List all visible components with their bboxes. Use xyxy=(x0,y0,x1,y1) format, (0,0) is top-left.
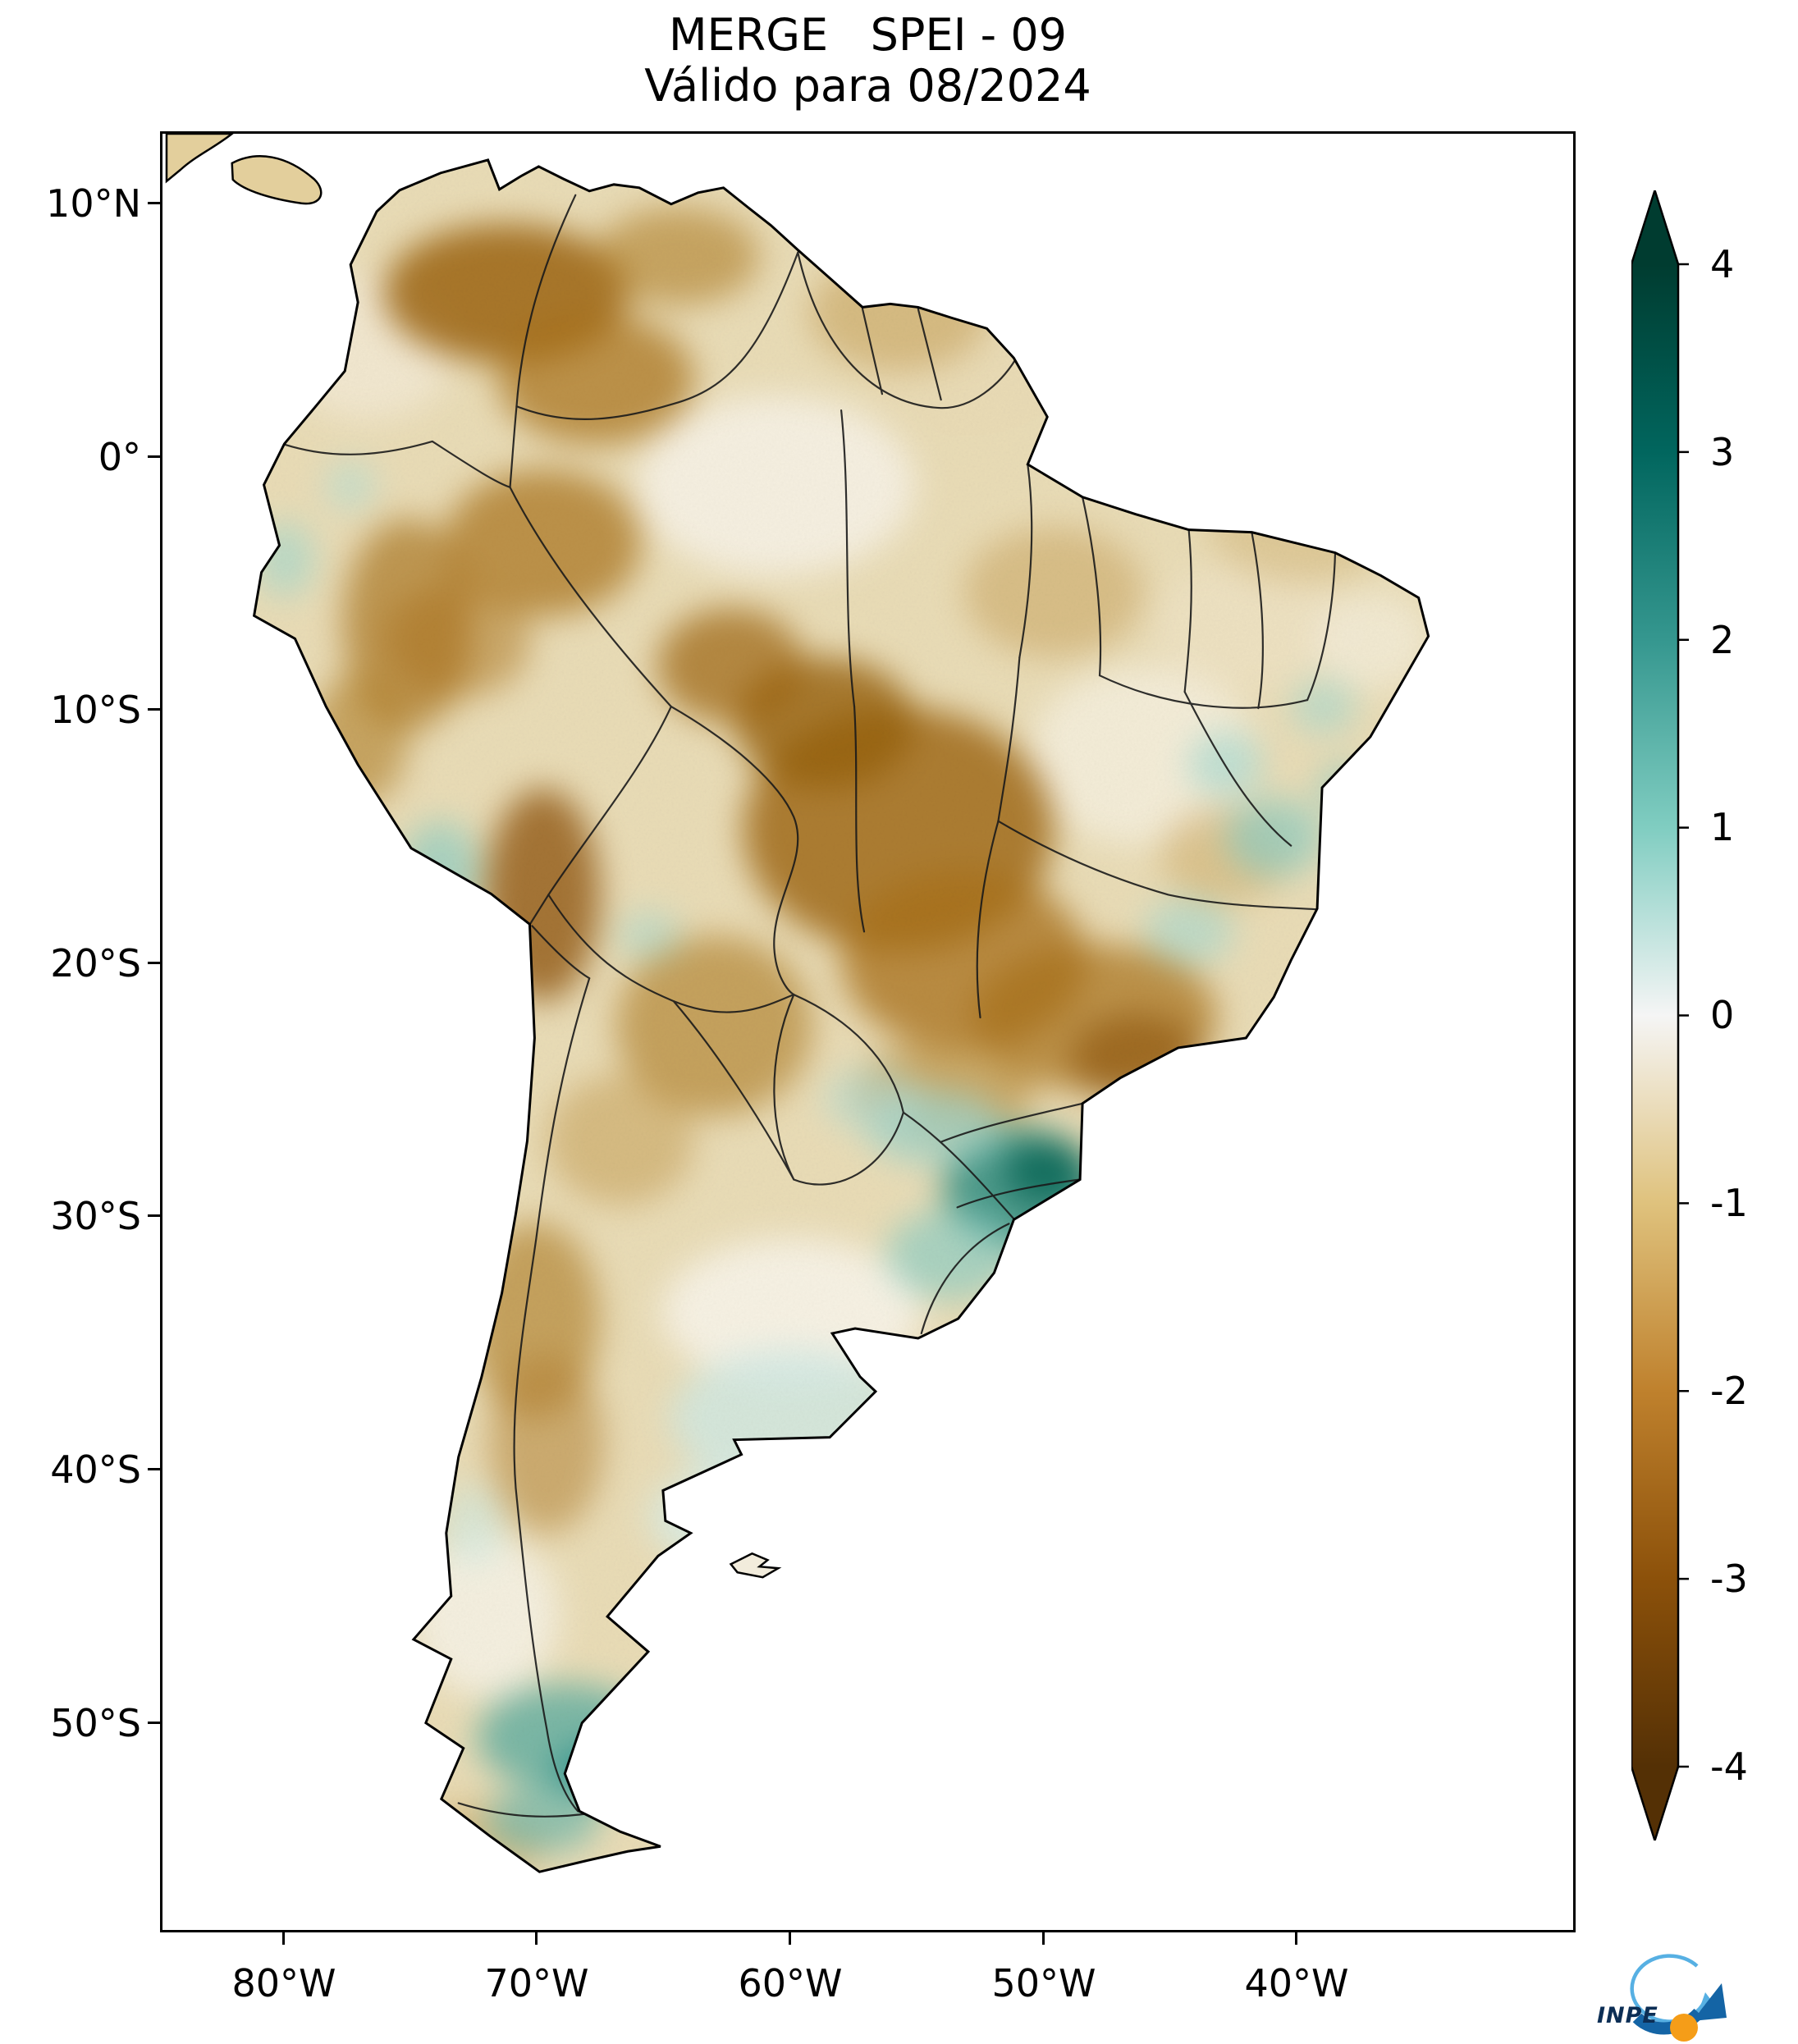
x-axis-tick xyxy=(1042,1932,1045,1945)
colorbar-gradient xyxy=(1630,186,1689,1845)
y-axis-tick-label: 40°S xyxy=(50,1447,141,1492)
y-axis-tick xyxy=(148,708,160,711)
figure-subtitle: Válido para 08/2024 xyxy=(644,60,1091,112)
y-axis-tick xyxy=(148,202,160,204)
figure-title: MERGE SPEI - 09 xyxy=(668,9,1068,61)
colorbar-tick-label: -2 xyxy=(1710,1369,1748,1413)
y-axis-tick-label: 0° xyxy=(98,435,141,479)
y-axis-tick-label: 30°S xyxy=(50,1194,141,1238)
colorbar-tick-label: 3 xyxy=(1710,430,1735,474)
x-axis-tick xyxy=(789,1932,791,1945)
map-plot-area: INPE xyxy=(160,131,1727,2042)
inpe-logo-graphic xyxy=(1630,1954,1727,2042)
x-axis-tick-label: 50°W xyxy=(991,1961,1096,2005)
y-axis-tick-label: 10°S xyxy=(50,688,141,732)
y-axis-tick-label: 20°S xyxy=(50,941,141,985)
colorbar xyxy=(1630,186,1705,1845)
colorbar-ticks xyxy=(1678,263,1689,1768)
spei-raster-field xyxy=(254,159,1429,1873)
y-axis-tick-label: 50°S xyxy=(50,1701,141,1745)
colorbar-tick-label: -1 xyxy=(1710,1181,1748,1225)
y-axis-tick xyxy=(148,455,160,458)
country-borders xyxy=(284,194,1337,1818)
inpe-logo: INPE xyxy=(1592,1939,1744,2044)
y-axis-tick xyxy=(148,962,160,964)
arrow-icon xyxy=(1692,1983,1727,2021)
central-america-fragment xyxy=(165,134,323,205)
x-axis-tick xyxy=(535,1932,538,1945)
x-axis-tick-label: 60°W xyxy=(738,1961,843,2005)
y-axis-tick xyxy=(148,1214,160,1217)
small-island xyxy=(729,1552,782,1579)
x-axis-tick xyxy=(282,1932,285,1945)
inpe-logo-label: INPE xyxy=(1597,2003,1658,2028)
x-axis-tick xyxy=(1295,1932,1297,1945)
colorbar-tick-label: 0 xyxy=(1710,993,1735,1037)
colorbar-tick-label: 4 xyxy=(1710,242,1735,286)
orange-sphere-icon xyxy=(1670,2014,1698,2042)
x-axis-tick-label: 40°W xyxy=(1244,1961,1349,2005)
colorbar-tick-label: -4 xyxy=(1710,1744,1748,1789)
y-axis-tick xyxy=(148,1468,160,1470)
y-axis-tick-label: 10°N xyxy=(46,181,141,226)
colorbar-tick-label: -3 xyxy=(1710,1557,1748,1601)
x-axis-tick-label: 70°W xyxy=(484,1961,589,2005)
y-axis-tick xyxy=(148,1722,160,1724)
colorbar-tick-label: 2 xyxy=(1710,618,1735,662)
colorbar-tick-label: 1 xyxy=(1710,805,1735,849)
x-axis-tick-label: 80°W xyxy=(231,1961,336,2005)
south-america-map xyxy=(165,134,1430,1873)
